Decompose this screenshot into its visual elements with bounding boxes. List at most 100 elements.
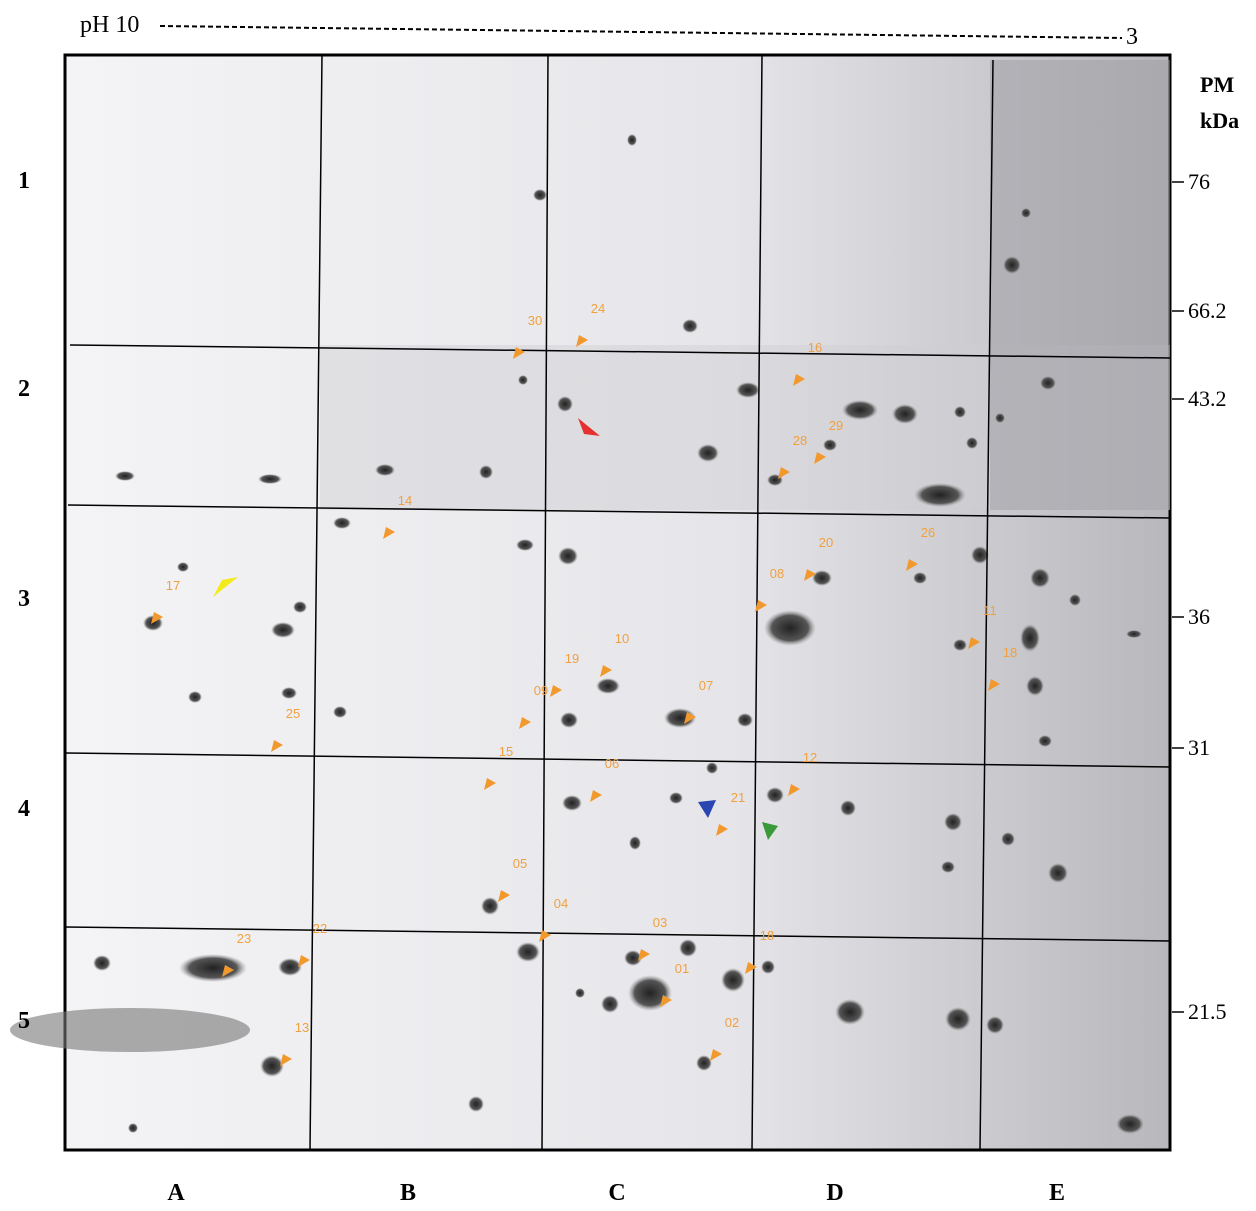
- protein-spot: [188, 691, 202, 703]
- protein-spot: [835, 999, 865, 1025]
- spot-label: 09: [534, 683, 548, 698]
- mw-marker: 21.5: [1188, 999, 1227, 1024]
- protein-spot: [516, 539, 534, 551]
- protein-spot: [558, 547, 578, 565]
- spot-label: 18: [1003, 645, 1017, 660]
- spot-label: 15: [499, 744, 513, 759]
- mw-marker: 43.2: [1188, 386, 1227, 411]
- protein-spot: [1048, 863, 1068, 883]
- column-label: A: [167, 1180, 185, 1206]
- protein-spot: [557, 396, 573, 412]
- mw-marker: 31: [1188, 735, 1210, 760]
- protein-spot: [601, 995, 619, 1013]
- protein-spot: [842, 400, 878, 420]
- spot-label: 05: [513, 856, 527, 871]
- spot-label: 14: [398, 493, 412, 508]
- column-label: C: [608, 1180, 625, 1206]
- mw-marker: 76: [1188, 169, 1210, 194]
- protein-spot: [706, 762, 718, 774]
- protein-spot: [481, 897, 499, 915]
- protein-spot: [892, 404, 918, 424]
- column-label: B: [400, 1180, 416, 1206]
- spot-label: 08: [770, 566, 784, 581]
- protein-spot: [1126, 630, 1142, 638]
- mw-marker: 36: [1188, 604, 1210, 629]
- protein-spot: [628, 975, 672, 1011]
- mw-title: PM: [1200, 72, 1234, 97]
- protein-spot: [669, 792, 683, 804]
- spot-label: 20: [819, 535, 833, 550]
- protein-spot: [179, 954, 247, 982]
- protein-spot: [333, 517, 351, 529]
- protein-spot: [737, 713, 753, 727]
- protein-spot: [281, 687, 297, 699]
- protein-spot: [1001, 832, 1015, 846]
- protein-spot: [1026, 676, 1044, 696]
- ph-label: pH 10: [80, 12, 139, 38]
- spot-label: 02: [725, 1015, 739, 1030]
- protein-spot: [575, 988, 585, 998]
- spot-label: 06: [605, 756, 619, 771]
- protein-spot: [697, 444, 719, 462]
- protein-spot: [562, 795, 582, 811]
- row-label: 3: [18, 586, 30, 612]
- protein-spot: [966, 437, 978, 449]
- protein-spot: [761, 960, 775, 974]
- protein-spot: [260, 1055, 284, 1077]
- protein-spot: [271, 622, 295, 638]
- row-label: 1: [18, 168, 30, 194]
- protein-spot: [518, 375, 528, 385]
- spot-label: 04: [554, 896, 568, 911]
- protein-spot: [914, 483, 966, 507]
- protein-spot: [333, 706, 347, 718]
- protein-spot: [1030, 568, 1050, 588]
- protein-spot: [596, 678, 620, 694]
- column-label: E: [1049, 1180, 1065, 1206]
- protein-spot: [941, 861, 955, 873]
- protein-spot: [840, 800, 856, 816]
- protein-spot: [986, 1016, 1004, 1034]
- protein-spot: [696, 1055, 712, 1071]
- protein-spot: [995, 413, 1005, 423]
- protein-spot: [177, 562, 189, 572]
- gel-smear: [10, 1008, 250, 1052]
- protein-spot: [812, 570, 832, 586]
- protein-spot: [721, 968, 745, 992]
- spot-label: 03: [653, 915, 667, 930]
- gel-smear: [990, 60, 1170, 510]
- protein-spot: [115, 471, 135, 481]
- protein-spot: [766, 787, 784, 803]
- protein-spot: [375, 464, 395, 476]
- spot-label: 24: [591, 301, 605, 316]
- protein-spot: [1021, 208, 1031, 218]
- mw-marker: 66.2: [1188, 298, 1227, 323]
- column-label: D: [826, 1180, 843, 1206]
- spot-label: 12: [803, 750, 817, 765]
- spot-label: 26: [921, 525, 935, 540]
- spot-label: 13: [295, 1020, 309, 1035]
- spot-label: 29: [829, 418, 843, 433]
- spot-label: 07: [699, 678, 713, 693]
- spot-label: 28: [793, 433, 807, 448]
- protein-spot: [479, 465, 493, 479]
- row-label: 2: [18, 376, 30, 402]
- spot-label: 25: [286, 706, 300, 721]
- protein-spot: [1038, 735, 1052, 747]
- spot-label: 23: [237, 931, 251, 946]
- gel-figure: pH 10 3 PM kDa 12345ABCDE7666.243.236312…: [0, 0, 1256, 1211]
- protein-spot: [278, 958, 302, 976]
- row-label: 5: [18, 1008, 30, 1034]
- protein-spot: [533, 189, 547, 201]
- protein-spot: [953, 639, 967, 651]
- spot-label: 01: [675, 961, 689, 976]
- row-label: 4: [18, 796, 30, 822]
- protein-spot: [128, 1123, 138, 1133]
- protein-spot: [1003, 256, 1021, 274]
- protein-spot: [293, 601, 307, 613]
- ph-end: 3: [1126, 24, 1138, 50]
- spot-label: 30: [528, 313, 542, 328]
- protein-spot: [1020, 624, 1040, 652]
- spot-label: 11: [983, 603, 997, 618]
- spot-label: 22: [313, 921, 327, 936]
- protein-spot: [682, 319, 698, 333]
